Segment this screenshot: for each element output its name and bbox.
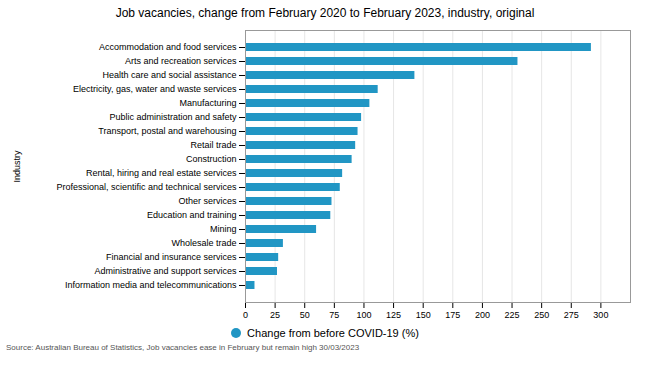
svg-text:275: 275 bbox=[564, 310, 579, 320]
svg-text:Wholesale trade: Wholesale trade bbox=[171, 238, 236, 248]
svg-text:225: 225 bbox=[505, 310, 520, 320]
svg-text:Information media and telecomm: Information media and telecommunications bbox=[65, 280, 237, 290]
html-text:Change from before COVID-19 (%: Change from before COVID-19 (%) bbox=[247, 327, 419, 339]
svg-text:Accommodation and food service: Accommodation and food services bbox=[99, 42, 237, 52]
svg-text:150: 150 bbox=[416, 310, 431, 320]
svg-text:Construction: Construction bbox=[186, 154, 237, 164]
svg-text:250: 250 bbox=[534, 310, 549, 320]
svg-text:Mining: Mining bbox=[210, 224, 237, 234]
svg-text:75: 75 bbox=[329, 310, 339, 320]
svg-text:0: 0 bbox=[243, 310, 248, 320]
svg-text:Education and training: Education and training bbox=[147, 210, 237, 220]
svg-text:Electricity, gas, water and wa: Electricity, gas, water and waste servic… bbox=[73, 84, 237, 94]
svg-text:Arts and recreation services: Arts and recreation services bbox=[125, 56, 237, 66]
svg-text:125: 125 bbox=[386, 310, 401, 320]
svg-text:175: 175 bbox=[445, 310, 460, 320]
svg-text:Administrative and support ser: Administrative and support services bbox=[94, 266, 237, 276]
html-text:Job vacancies, change from Feb: Job vacancies, change from February 2020… bbox=[115, 6, 535, 20]
svg-text:Manufacturing: Manufacturing bbox=[179, 98, 236, 108]
svg-text:Industry: Industry bbox=[12, 150, 22, 183]
svg-text:100: 100 bbox=[356, 310, 371, 320]
svg-text:25: 25 bbox=[270, 310, 280, 320]
svg-text:Professional, scientific and t: Professional, scientific and technical s… bbox=[56, 182, 237, 192]
svg-text:Transport, postal and warehous: Transport, postal and warehousing bbox=[98, 126, 236, 136]
svg-text:300: 300 bbox=[593, 310, 608, 320]
svg-text:200: 200 bbox=[475, 310, 490, 320]
html-text:Source: Australian Bureau of S: Source: Australian Bureau of Statistics,… bbox=[6, 343, 360, 352]
svg-text:Financial and insurance servic: Financial and insurance services bbox=[106, 252, 237, 262]
svg-text:Health care and social assista: Health care and social assistance bbox=[102, 70, 236, 80]
svg-text:Other services: Other services bbox=[178, 196, 237, 206]
svg-text:Retail trade: Retail trade bbox=[190, 140, 236, 150]
svg-text:Public administration and safe: Public administration and safety bbox=[109, 112, 237, 122]
svg-text:50: 50 bbox=[300, 310, 310, 320]
svg-text:Rental, hiring and real estate: Rental, hiring and real estate services bbox=[86, 168, 237, 178]
